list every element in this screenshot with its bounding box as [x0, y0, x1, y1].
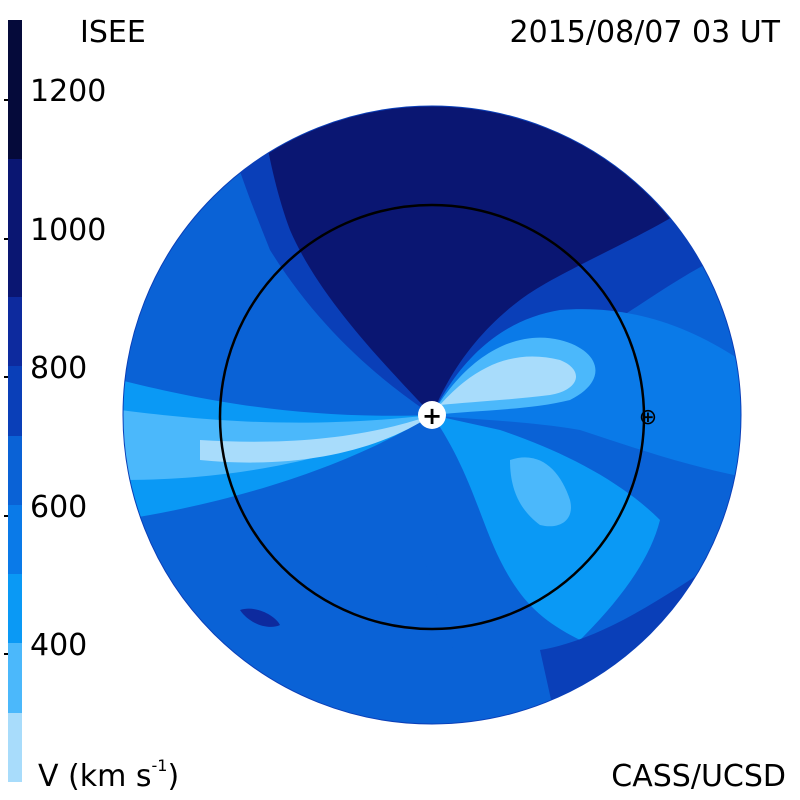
map-boundary	[122, 105, 742, 725]
colorbar-segment	[8, 574, 22, 644]
earth-icon: ⊕	[639, 405, 657, 430]
colorbar-segment	[8, 297, 22, 367]
colorbar-tick-label: 800	[30, 351, 88, 387]
colorbar	[8, 20, 22, 782]
colorbar-tick	[4, 99, 8, 102]
quantity-label-text: V (km s	[38, 759, 152, 794]
colorbar-segment	[8, 643, 22, 713]
colorbar-segment	[8, 20, 22, 159]
colorbar-tick	[4, 237, 8, 240]
quantity-label: V (km s-1)	[38, 758, 180, 794]
colorbar-segment	[8, 712, 22, 782]
colorbar-tick-label: 1200	[30, 74, 107, 110]
timestamp-label: 2015/08/07 03 UT	[509, 15, 780, 50]
colorbar-segment	[8, 435, 22, 505]
earth-orbit-circle	[218, 203, 646, 631]
instrument-label: ISEE	[80, 15, 146, 50]
credit-label: CASS/UCSD	[611, 759, 786, 794]
colorbar-segment	[8, 504, 22, 575]
colorbar-tick-label: 400	[30, 628, 88, 664]
quantity-exponent: -1	[151, 756, 168, 775]
sun-marker	[418, 401, 446, 429]
colorbar-tick-label: 600	[30, 489, 88, 525]
quantity-label-close: )	[167, 759, 180, 794]
colorbar-tick	[4, 376, 8, 379]
colorbar-tick	[4, 514, 8, 517]
colorbar-tick-label: 1000	[30, 212, 107, 248]
colorbar-segment	[8, 158, 22, 298]
colorbar-tick	[4, 653, 8, 656]
sun-symbol: +	[422, 402, 442, 430]
colorbar-segment	[8, 366, 22, 436]
